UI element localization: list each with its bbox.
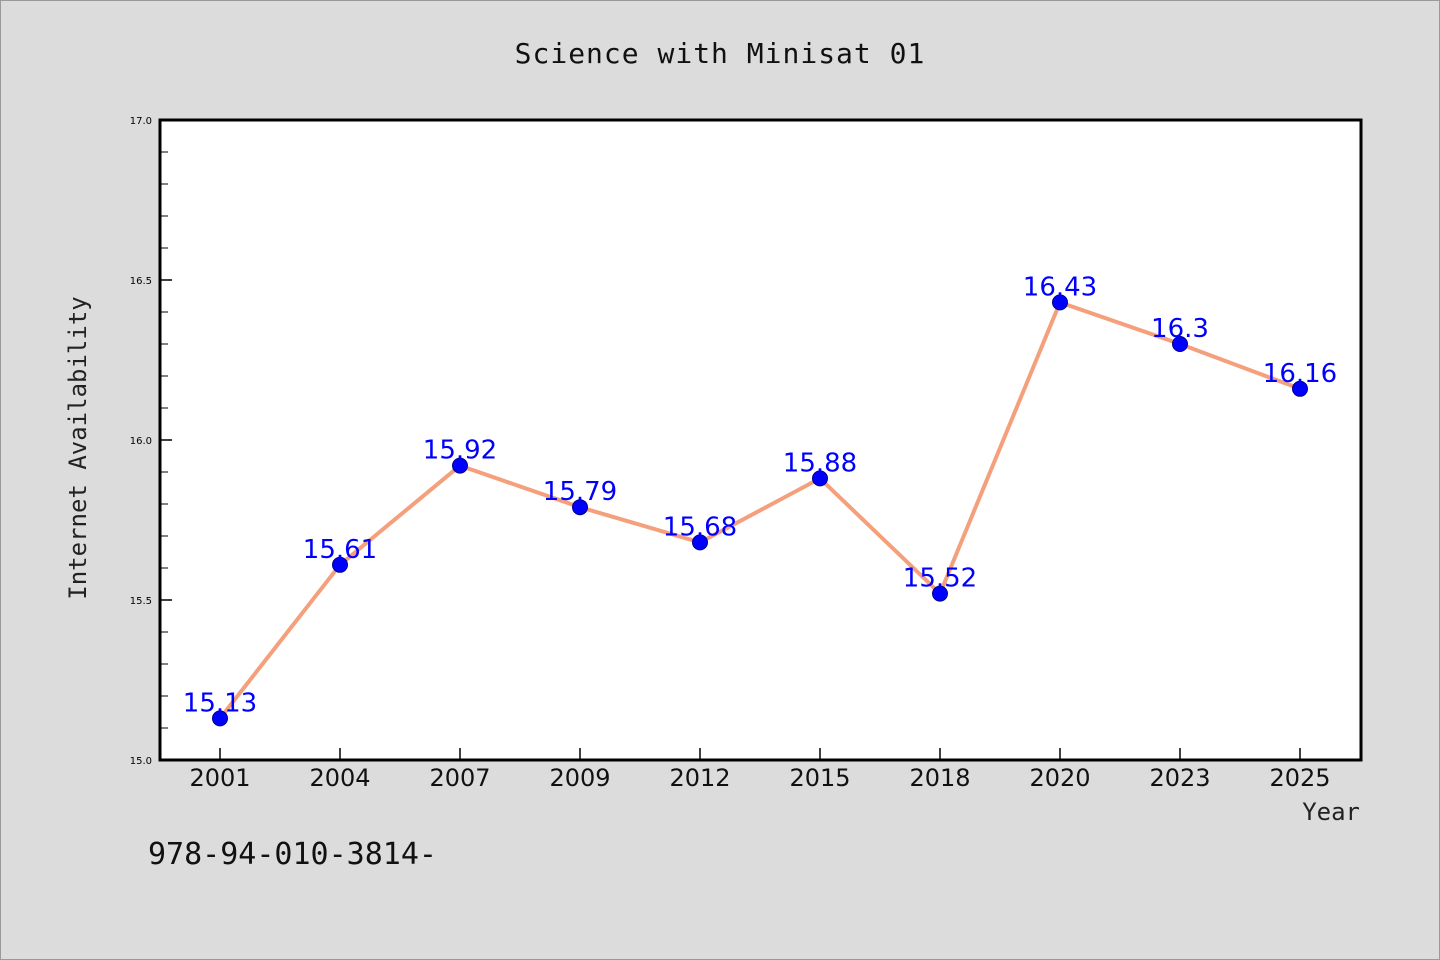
data-point-marker [1172, 336, 1188, 352]
data-label: 15.92 [423, 436, 497, 466]
data-label: 15.88 [783, 448, 857, 478]
x-tick-label: 2025 [1269, 764, 1330, 792]
data-label: 15.61 [303, 535, 377, 565]
chart-title: Science with Minisat 01 [515, 37, 926, 70]
data-point-marker [812, 470, 828, 487]
data-label: 16.43 [1023, 272, 1097, 302]
data-label: 15.79 [543, 477, 617, 507]
x-tick-label: 2020 [1029, 764, 1090, 792]
plot-area [158, 118, 1363, 762]
y-tick-label: 17.0 [130, 116, 152, 127]
x-tick-label: 2009 [549, 764, 610, 792]
y-tick-label: 15.5 [130, 596, 152, 607]
data-label: 15.68 [663, 512, 737, 542]
y-tick-label: 15.0 [130, 756, 152, 767]
data-point-marker [1052, 294, 1068, 311]
x-tick-label: 2007 [429, 764, 490, 792]
data-markers [212, 294, 1308, 727]
x-tick-label: 2001 [189, 764, 250, 792]
y-axis-ticks: 15.0 15.5 16.0 16.5 17.0 [130, 116, 172, 767]
footer-isbn-text: 978-94-010-3814- [148, 837, 437, 872]
y-tick-label: 16.0 [130, 436, 152, 447]
data-label: 16.3 [1151, 314, 1209, 344]
y-axis-label: Internet Availability [64, 296, 92, 599]
data-labels: 15.13 15.61 15.92 15.79 15.68 15.88 15.52 16.43… [183, 272, 1337, 718]
x-tick-label: 2004 [309, 764, 370, 792]
x-axis-label: Year [1302, 798, 1360, 826]
data-point-marker [692, 534, 708, 551]
data-point-marker [572, 499, 588, 516]
x-axis-ticks: 2001 2004 2007 2009 2012 2015 2018 2020 2023 2025 [189, 748, 1331, 792]
data-label: 15.52 [903, 564, 977, 594]
y-tick-label: 16.5 [130, 276, 152, 287]
data-point-marker [452, 457, 468, 474]
x-tick-label: 2012 [669, 764, 730, 792]
series-line [218, 300, 1302, 721]
data-point-marker [332, 556, 348, 573]
x-tick-label: 2023 [1149, 764, 1210, 792]
data-label: 16.16 [1263, 359, 1337, 389]
x-tick-label: 2018 [909, 764, 970, 792]
data-point-marker [1292, 380, 1308, 397]
data-point-marker [932, 585, 948, 602]
x-tick-label: 2015 [789, 764, 850, 792]
y-minor-ticks [160, 151, 168, 729]
data-label: 15.13 [183, 688, 257, 718]
data-point-marker [212, 710, 228, 727]
